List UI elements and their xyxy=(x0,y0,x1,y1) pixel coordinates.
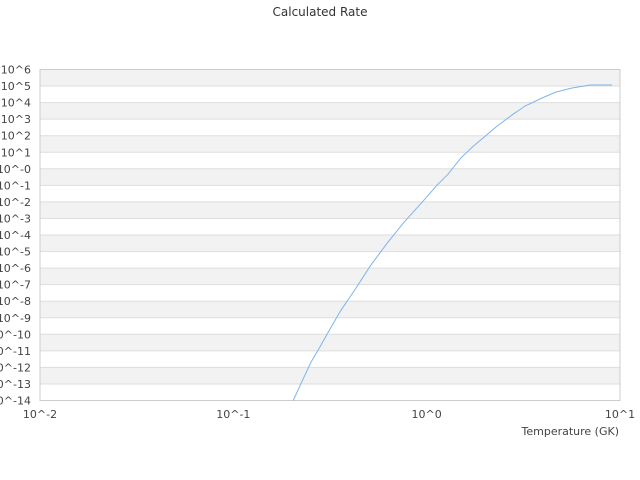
grid-band xyxy=(40,201,620,219)
y-tick-label: 10^1 xyxy=(1,146,31,159)
grid-band xyxy=(40,135,620,153)
y-tick-label: 10^4 xyxy=(1,97,31,110)
y-tick-label: 10^-7 xyxy=(0,279,31,292)
y-tick-label: 10^-0 xyxy=(0,163,31,176)
plot-frame xyxy=(39,69,621,401)
x-tick-label: 10^1 xyxy=(605,408,635,421)
y-tick-label: 10^-13 xyxy=(0,378,31,391)
y-tick-label: 10^-10 xyxy=(0,328,31,341)
x-tick-label: 10^-1 xyxy=(216,408,250,421)
grid-band xyxy=(40,69,620,87)
y-tick-label: 10^-14 xyxy=(0,395,31,408)
y-tick-label: 10^-6 xyxy=(0,262,31,275)
grid-band xyxy=(40,268,620,285)
x-tick-label: 10^-2 xyxy=(23,408,57,421)
y-tick-label: 10^2 xyxy=(1,130,31,143)
y-tick-label: 10^-11 xyxy=(0,345,31,358)
y-tick-label: 10^3 xyxy=(1,113,31,126)
y-tick-label: 10^-9 xyxy=(0,312,31,325)
x-axis-ticks: 10^-2 10^-1 10^0 10^1 xyxy=(23,408,635,421)
grid-band xyxy=(40,367,620,384)
y-tick-label: 10^6 xyxy=(1,64,31,77)
series-line xyxy=(292,84,613,401)
grid-band xyxy=(40,168,620,186)
x-tick-label: 10^0 xyxy=(412,408,442,421)
grid-band xyxy=(40,235,620,252)
grid-band xyxy=(40,334,620,351)
y-axis-ticks: 10^6 10^5 10^4 10^3 10^2 10^1 10^-0 10^-1 10^-2 1… xyxy=(0,64,31,408)
y-tick-label: 10^-4 xyxy=(0,229,31,242)
x-axis-label: Temperature (GK) xyxy=(521,425,620,438)
y-tick-label: 10^-3 xyxy=(0,212,31,225)
grid-band xyxy=(40,301,620,318)
grid-band xyxy=(40,102,620,120)
grid-bands xyxy=(40,69,620,384)
y-tick-label: 10^-1 xyxy=(0,179,31,192)
y-tick-label: 10^-2 xyxy=(0,196,31,209)
y-tick-label: 10^-5 xyxy=(0,246,31,259)
y-tick-label: 10^5 xyxy=(1,80,31,93)
gridlines xyxy=(40,69,620,401)
y-tick-label: 10^-8 xyxy=(0,295,31,308)
y-tick-label: 10^-12 xyxy=(0,361,31,374)
chart-title: Calculated Rate xyxy=(273,5,368,19)
